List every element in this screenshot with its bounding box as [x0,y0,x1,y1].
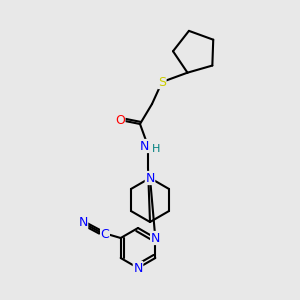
Text: N: N [139,140,149,152]
Text: O: O [115,113,125,127]
Text: C: C [100,229,109,242]
Text: H: H [152,144,160,154]
Text: N: N [151,232,160,244]
Text: S: S [158,76,166,88]
Text: N: N [145,172,155,184]
Text: N: N [78,215,88,229]
Text: N: N [133,262,143,275]
